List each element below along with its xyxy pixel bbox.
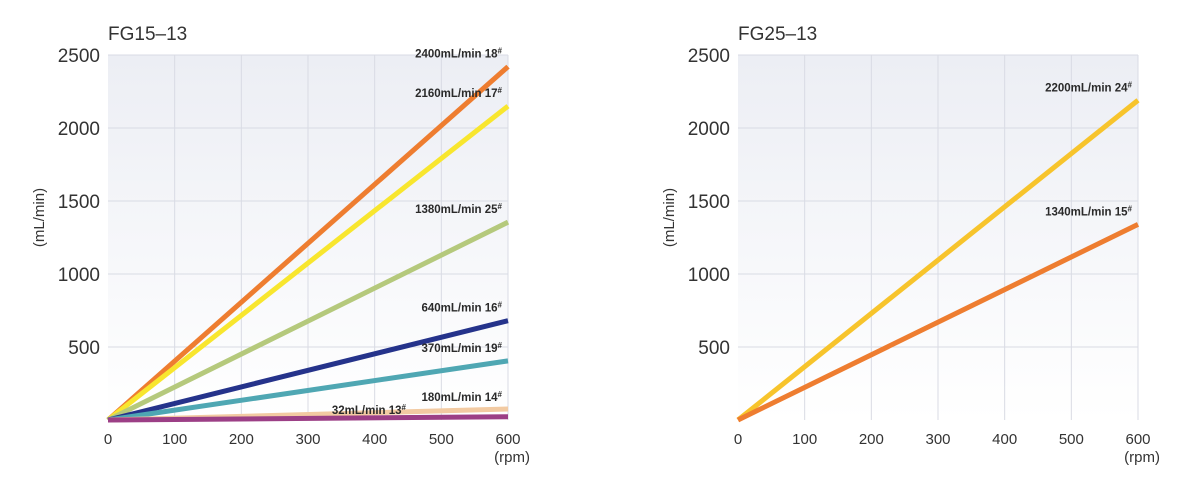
series-label: 180mL/min 14# — [421, 390, 502, 404]
y-tick-label: 1000 — [688, 265, 730, 286]
x-tick-label: 0 — [104, 431, 112, 448]
x-tick-label: 100 — [162, 431, 187, 448]
series-label-text: 32mL/min 13 — [332, 405, 402, 417]
x-tick-label: 300 — [925, 431, 950, 448]
y-axis-label: (mL/min) — [661, 188, 678, 247]
y-tick-label: 2000 — [688, 119, 730, 140]
x-tick-label: 300 — [295, 431, 320, 448]
y-tick-label: 1500 — [58, 192, 100, 213]
x-axis-label: (rpm) — [1124, 449, 1160, 466]
series-label-text: 1340mL/min 15 — [1045, 206, 1128, 218]
series-label: 370mL/min 19# — [421, 341, 502, 355]
series-label-text: 2160mL/min 17 — [415, 88, 497, 100]
chart-fg25-13: 2200mL/min 24# 1340mL/min 15# 500 1000 1500 2… — [650, 0, 1200, 488]
series-label: 1380mL/min 25# — [415, 202, 502, 216]
x-axis-label: (rpm) — [494, 449, 530, 466]
series-line — [106, 64, 510, 422]
x-tick-label: 200 — [229, 431, 254, 448]
series-label-text: 2400mL/min 18 — [415, 49, 498, 61]
series-line — [736, 222, 1140, 423]
series-label-text: 1380mL/min 25 — [415, 204, 498, 216]
chart-fg15-13: 2400mL/min 18# 2160mL/min 17# 1380mL/min 2… — [20, 0, 580, 488]
y-tick-label: 2000 — [58, 119, 100, 140]
y-tick-label: 500 — [68, 338, 100, 359]
series-line — [107, 414, 509, 423]
chart-fg15-13-plot: 2400mL/min 18#2160mL/min 17#1380mL/min 2… — [31, 24, 530, 466]
series-label-sup: # — [1128, 80, 1133, 89]
series-label: 640mL/min 16# — [421, 301, 502, 315]
chart-title: FG25–13 — [738, 24, 817, 45]
y-axis-label: (mL/min) — [31, 188, 48, 247]
series-line — [107, 358, 509, 423]
series-label: 32mL/min 13# — [332, 403, 407, 417]
y-tick-label: 2500 — [58, 46, 100, 67]
y-tick-label: 1000 — [58, 265, 100, 286]
x-tick-label: 200 — [859, 431, 884, 448]
x-tick-label: 600 — [495, 431, 520, 448]
series-label-sup: # — [498, 86, 503, 95]
x-tick-label: 100 — [792, 431, 817, 448]
series-label-text: 640mL/min 16 — [421, 303, 497, 315]
series-label-sup: # — [498, 202, 503, 211]
series-line — [106, 219, 510, 423]
series-line — [107, 318, 509, 423]
chart-fg25-13-plot: 2200mL/min 24#1340mL/min 15#500100015002… — [661, 24, 1160, 466]
series-label-sup: # — [498, 47, 503, 56]
x-tick-label: 500 — [1059, 431, 1084, 448]
series-label: 2160mL/min 17# — [415, 86, 502, 100]
series-label: 2400mL/min 18# — [415, 47, 502, 61]
x-tick-label: 600 — [1125, 431, 1150, 448]
chart-title: FG15–13 — [108, 24, 187, 45]
x-tick-label: 400 — [362, 431, 387, 448]
series-label-text: 180mL/min 14 — [421, 392, 498, 404]
x-tick-label: 400 — [992, 431, 1017, 448]
series-label-sup: # — [498, 301, 503, 310]
series-label-text: 370mL/min 19 — [421, 343, 497, 355]
x-tick-label: 0 — [734, 431, 742, 448]
series-label-sup: # — [402, 403, 407, 412]
series-label-sup: # — [498, 341, 503, 350]
series-label-sup: # — [498, 390, 503, 399]
y-tick-label: 2500 — [688, 46, 730, 67]
y-tick-label: 1500 — [688, 192, 730, 213]
x-tick-label: 500 — [429, 431, 454, 448]
series-label-text: 2200mL/min 24 — [1045, 82, 1128, 94]
series-line — [106, 104, 510, 422]
y-tick-label: 500 — [698, 338, 730, 359]
series-line — [736, 98, 1140, 422]
series-label-sup: # — [1128, 204, 1133, 213]
series-label: 1340mL/min 15# — [1045, 204, 1132, 218]
series-label: 2200mL/min 24# — [1045, 80, 1132, 94]
